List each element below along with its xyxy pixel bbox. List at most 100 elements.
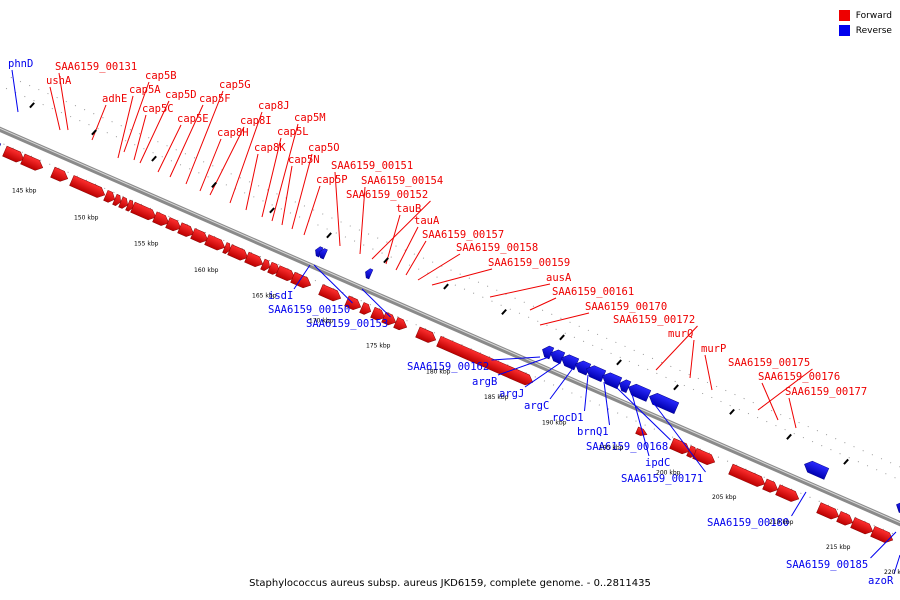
forward-gene-box-36-shape: [816, 502, 840, 520]
gene-label-cap5p-leader: [303, 185, 321, 236]
reverse-gene-box-10: [804, 460, 830, 480]
reverse-gene-box-6-shape: [602, 372, 623, 390]
reverse-gene-box-2-shape: [550, 349, 566, 365]
forward-gene-box-9: [130, 201, 157, 221]
forward-gene-box-28: [415, 326, 437, 343]
forward-gene-box-34-shape: [762, 478, 779, 493]
gene-label-cap5c: cap5C: [142, 103, 174, 115]
gene-label-taub: tauB: [396, 203, 421, 215]
gene-label-cap5e: cap5E: [177, 113, 209, 125]
forward-gene-box-16: [227, 244, 249, 261]
gene-label-adhe-leader: [91, 104, 107, 141]
gene-label-cap8j: cap8J: [258, 100, 290, 112]
forward-gene-box-8: [125, 199, 134, 212]
reverse-gene-box-left-1: [0, 142, 2, 154]
gene-label-cap5b: cap5B: [145, 70, 177, 82]
gene-label-phnd-leader: [11, 69, 19, 113]
gene-label-argb: argB: [472, 376, 497, 388]
gene-label-saa6159-00177: SAA6159_00177: [785, 386, 867, 398]
scale-tick-mark-210: [786, 433, 792, 440]
gene-label-isdi: isdI: [268, 290, 293, 302]
scale-tick-label-165: 165 kbp: [252, 292, 277, 299]
gene-label-brnq1-leader: [603, 381, 610, 426]
gene-label-argj: argJ: [499, 388, 524, 400]
forward-gene-box-14: [204, 234, 226, 251]
scale-tick-label-205: 205 kbp: [712, 494, 737, 501]
forward-gene-box-38: [850, 517, 874, 535]
gene-label-saa6159-00153: SAA6159_00153: [306, 318, 388, 330]
gene-label-adhe: adhE: [102, 93, 127, 105]
forward-gene-box-33-shape: [728, 463, 766, 487]
forward-gene-box-21-shape: [290, 271, 312, 289]
gene-label-usha: ushA: [46, 75, 72, 87]
scale-tick-label-160: 160 kbp: [194, 267, 219, 274]
gene-label-cap5n: cap5N: [288, 154, 320, 166]
gene-label-cap8k-leader: [245, 153, 259, 211]
forward-gene-box-8-shape: [125, 199, 134, 212]
legend-reverse: Reverse: [838, 23, 892, 38]
scale-tick-mark-215: [843, 458, 849, 465]
gene-label-saa6159-00175-leader: [757, 368, 813, 411]
gene-label-saa6159-00170: SAA6159_00170: [585, 301, 667, 313]
gene-label-argb-leader: [497, 356, 550, 376]
forward-gene-box-17: [244, 251, 264, 268]
outer-dotted-guide-top: [0, 141, 900, 538]
gene-label-cap8j-leader: [229, 111, 263, 204]
forward-gene-box-16-shape: [227, 244, 249, 261]
forward-gene-box-30-shape: [669, 437, 691, 455]
scale-tick-label-220: 220 kbp: [884, 569, 900, 576]
forward-gene-box-3: [50, 166, 69, 182]
forward-gene-box-36: [816, 502, 840, 520]
reverse-gene-box-5: [586, 365, 607, 383]
forward-gene-box-25: [370, 306, 386, 321]
forward-gene-box-35-shape: [775, 484, 800, 502]
scale-tick-mark-150: [91, 129, 97, 136]
gene-label-cap5o: cap5O: [308, 142, 340, 154]
forward-gene-box-26: [381, 311, 397, 326]
gene-label-cap5d-leader: [139, 100, 170, 164]
gene-label-saa6159-00180: SAA6159_00180: [707, 517, 789, 529]
gene-label-saa6159-00162: SAA6159_00162: [407, 361, 489, 373]
scale-tick-mark-190: [559, 334, 565, 341]
gene-label-cap8i: cap8I: [240, 115, 272, 127]
forward-gene-box-3-shape: [50, 166, 69, 182]
gene-label-saa6159-00177-leader: [788, 397, 797, 429]
forward-gene-box-30: [669, 437, 691, 455]
forward-gene-box-9-shape: [130, 201, 157, 221]
gene-label-ipdc-leader: [631, 393, 650, 457]
scale-tick-mark-195: [616, 359, 622, 366]
scale-tick-mark-200: [673, 384, 679, 391]
gene-label-saa6159-00171-leader: [651, 400, 706, 473]
forward-gene-box-37-shape: [836, 511, 854, 526]
forward-gene-box-12-shape: [177, 222, 195, 237]
forward-gene-box-1-shape: [2, 145, 25, 163]
forward-gene-box-27: [393, 317, 408, 331]
scale-tick-label-185: 185 kbp: [484, 394, 509, 401]
gene-label-saa6159-00152-leader: [371, 200, 431, 260]
gene-label-saa6159-00153-leader: [361, 288, 391, 318]
gene-label-saa6159-00158: SAA6159_00158: [456, 242, 538, 254]
scale-tick-label-210: 210 kbp: [769, 519, 794, 526]
gene-label-murq: murQ: [668, 328, 693, 340]
forward-gene-box-18: [260, 258, 271, 271]
reverse-swatch: [838, 25, 850, 36]
forward-gene-box-28-shape: [415, 326, 437, 343]
forward-gene-box-26-shape: [381, 311, 397, 326]
gene-label-cap5a-leader: [117, 95, 134, 159]
gene-label-azor-leader: [893, 554, 900, 575]
gene-label-saa6159-00185: SAA6159_00185: [786, 559, 868, 571]
gene-label-phnd: phnD: [8, 58, 33, 70]
gene-label-saa6159-00157-leader: [405, 240, 427, 276]
scale-tick-label-190: 190 kbp: [542, 419, 567, 426]
legend: Forward Reverse: [838, 8, 892, 38]
forward-gene-box-13: [190, 228, 209, 243]
reverse-gene-box-11-shape: [896, 501, 900, 515]
gene-label-saa6159-00131: SAA6159_00131: [55, 61, 137, 73]
gene-label-saa6159-00161: SAA6159_00161: [552, 286, 634, 298]
gene-label-cap5b-leader: [123, 81, 150, 153]
legend-forward: Forward: [838, 8, 892, 23]
legend-reverse-label: Reverse: [855, 25, 892, 36]
reverse-gene-small-2: [319, 248, 328, 260]
gene-label-saa6159-00151: SAA6159_00151: [331, 160, 413, 172]
gene-label-brnq1: brnQ1: [577, 426, 609, 438]
